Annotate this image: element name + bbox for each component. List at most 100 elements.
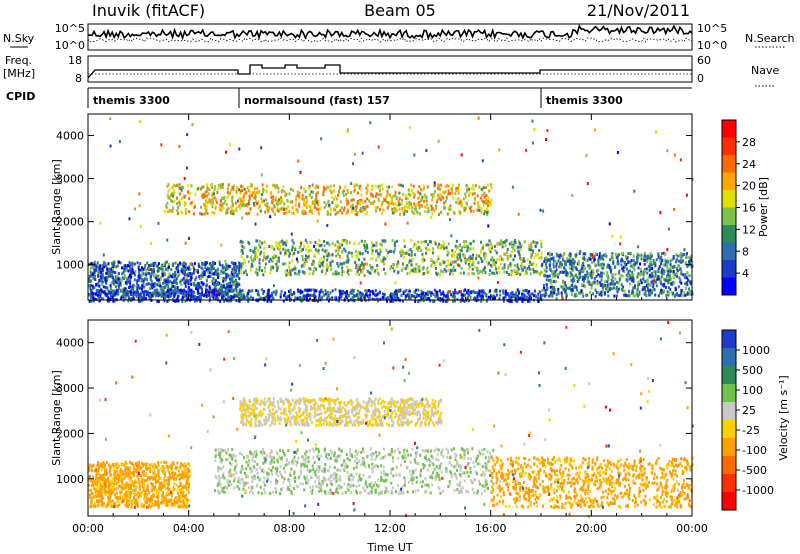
heatmap-cell <box>248 211 251 215</box>
heatmap-cell <box>446 249 449 253</box>
heatmap-cell <box>590 286 593 290</box>
heatmap-cell <box>285 239 288 243</box>
heatmap-cell <box>631 270 634 274</box>
heatmap-cell <box>476 202 479 206</box>
heatmap-cell <box>294 199 297 203</box>
heatmap-cell <box>210 184 212 188</box>
heatmap-cell <box>466 202 468 206</box>
heatmap-cell <box>204 199 207 203</box>
heatmap-cell <box>479 294 482 298</box>
heatmap-cell <box>241 296 243 300</box>
heatmap-cell <box>452 299 455 303</box>
heatmap-cell <box>124 287 127 291</box>
heatmap-cell <box>650 252 653 256</box>
power-ylabel: Slant Range [km] <box>50 159 63 255</box>
heatmap-cell <box>188 272 191 276</box>
heatmap-cell <box>251 289 254 293</box>
heatmap-cell <box>521 264 524 268</box>
heatmap-cell <box>642 270 645 274</box>
heatmap-cell <box>457 253 460 257</box>
heatmap-cell <box>554 270 557 274</box>
heatmap-cell <box>438 297 441 300</box>
heatmap-cell <box>375 192 378 196</box>
heatmap-cell <box>572 261 575 265</box>
heatmap-cell <box>602 271 605 275</box>
heatmap-cell <box>353 152 356 156</box>
heatmap-cell <box>446 184 448 188</box>
heatmap-cell <box>478 208 481 212</box>
heatmap-cell <box>537 299 540 303</box>
heatmap-cell <box>290 232 293 236</box>
heatmap-cell <box>447 268 450 272</box>
heatmap-cell <box>135 291 138 295</box>
heatmap-cell <box>232 184 235 188</box>
heatmap-cell <box>173 294 176 298</box>
heatmap-cell <box>229 191 231 195</box>
heatmap-cell <box>270 299 273 303</box>
heatmap-cell <box>379 249 382 253</box>
heatmap-cell <box>182 276 185 280</box>
heatmap-cell <box>371 244 374 248</box>
heatmap-cell <box>571 273 573 277</box>
heatmap-cell <box>591 253 594 257</box>
colorbar-tick-label: 16 <box>742 202 756 215</box>
heatmap-cell <box>518 253 521 257</box>
heatmap-cell <box>626 294 629 298</box>
heatmap-cell <box>503 266 506 270</box>
heatmap-cell <box>253 247 256 250</box>
heatmap-cell <box>397 203 400 207</box>
heatmap-cell <box>463 208 466 212</box>
heatmap-cell <box>660 289 663 292</box>
heatmap-cell <box>353 188 356 192</box>
heatmap-cell <box>529 293 532 297</box>
heatmap-cell <box>437 187 440 191</box>
heatmap-cell <box>293 292 296 296</box>
heatmap-cell <box>278 198 281 202</box>
heatmap-cell <box>289 288 292 292</box>
heatmap-cell <box>525 271 528 275</box>
heatmap-cell <box>574 254 577 258</box>
heatmap-cell <box>649 257 652 261</box>
heatmap-cell <box>564 289 567 293</box>
heatmap-cell <box>320 137 323 141</box>
heatmap-cell <box>263 290 265 293</box>
heatmap-cell <box>442 299 445 303</box>
heatmap-cell <box>559 262 562 266</box>
heatmap-cell <box>491 271 494 275</box>
heatmap-cell <box>413 195 416 199</box>
heatmap-cell <box>200 212 203 216</box>
heatmap-cell <box>657 252 660 256</box>
heatmap-cell <box>272 265 275 269</box>
heatmap-cell <box>533 256 536 260</box>
heatmap-cell <box>552 259 555 263</box>
heatmap-cell <box>168 265 170 269</box>
heatmap-cell <box>116 281 119 285</box>
heatmap-cell <box>462 289 465 293</box>
heatmap-cell <box>198 276 201 280</box>
heatmap-cell <box>165 282 168 286</box>
heatmap-cell <box>413 212 416 216</box>
heatmap-cell <box>329 189 332 192</box>
heatmap-cell <box>217 273 220 277</box>
heatmap-cell <box>548 264 551 268</box>
heatmap-cell <box>181 278 184 282</box>
heatmap-cell <box>358 263 361 267</box>
heatmap-cell <box>418 195 421 199</box>
heatmap-cell <box>258 205 261 208</box>
heatmap-cell <box>380 260 383 263</box>
heatmap-cell <box>113 281 115 285</box>
heatmap-cell <box>206 266 209 270</box>
heatmap-cell <box>288 210 291 213</box>
heatmap-cell <box>346 130 349 134</box>
heatmap-cell <box>224 259 227 263</box>
heatmap-cell <box>434 242 437 246</box>
heatmap-cell <box>93 268 96 272</box>
heatmap-cell <box>384 272 387 275</box>
heatmap-cell <box>169 208 172 212</box>
heatmap-cell <box>400 198 403 202</box>
heatmap-cell <box>504 289 507 293</box>
heatmap-cell <box>163 294 165 297</box>
heatmap-cell <box>105 281 108 285</box>
heatmap-cell <box>218 260 221 264</box>
heatmap-cell <box>266 299 269 303</box>
